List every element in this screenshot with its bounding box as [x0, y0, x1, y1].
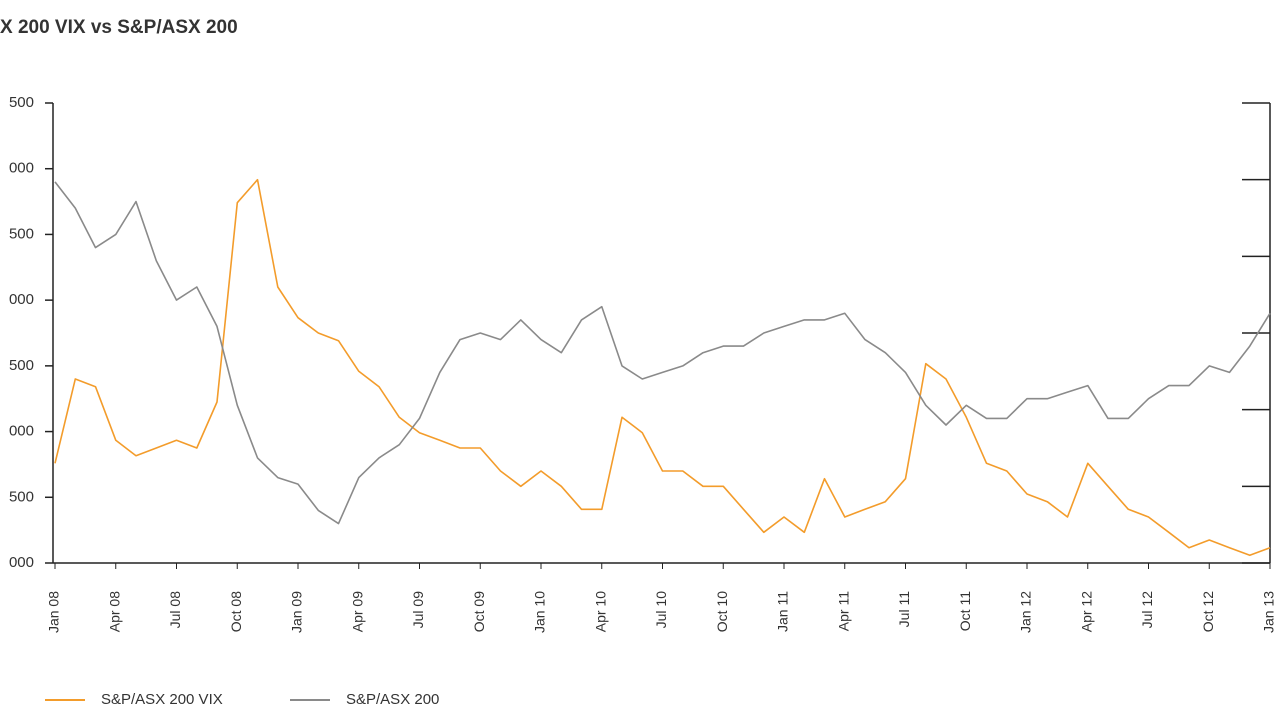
x-tick-label: Jul 09 — [410, 591, 426, 629]
x-tick-label: Jul 10 — [653, 591, 669, 629]
x-tick-label: Jul 11 — [896, 591, 912, 628]
x-tick-label: Apr 08 — [106, 591, 122, 632]
x-tick-label: Oct 12 — [1200, 591, 1216, 632]
series-line — [54, 178, 1271, 557]
y-tick-label: 000 — [9, 423, 34, 440]
y-tick-label: 500 — [9, 357, 34, 374]
x-tick-label: Jan 12 — [1018, 591, 1034, 633]
y-tick-label: 500 — [9, 94, 34, 111]
x-tick-label: Oct 08 — [228, 591, 244, 632]
x-tick-label: Apr 12 — [1078, 591, 1094, 632]
legend-label: S&P/ASX 200 — [346, 691, 439, 708]
x-tick-label: Jul 12 — [1139, 591, 1155, 629]
x-tick-label: Jan 10 — [532, 591, 548, 633]
y-tick-label: 000 — [9, 554, 34, 571]
y-tick-label: 500 — [9, 225, 34, 242]
x-tick-label: Apr 11 — [835, 591, 851, 631]
x-tick-label: Apr 10 — [592, 591, 608, 632]
x-tick-label: Jan 11 — [775, 591, 791, 632]
series-line — [54, 181, 1271, 525]
x-tick-label: Jan 09 — [289, 591, 305, 633]
x-tick-label: Jan 08 — [46, 591, 62, 633]
chart-title: X 200 VIX vs S&P/ASX 200 — [0, 17, 238, 38]
x-tick-label: Apr 09 — [349, 591, 365, 632]
x-tick-label: Jan 13 — [1261, 591, 1277, 633]
x-tick-label: Jul 08 — [167, 591, 183, 629]
legend-label: S&P/ASX 200 VIX — [101, 691, 223, 708]
y-tick-label: 500 — [9, 488, 34, 505]
x-tick-label: Oct 11 — [957, 591, 973, 631]
y-tick-label: 000 — [9, 291, 34, 308]
x-tick-label: Oct 09 — [471, 591, 487, 632]
y-tick-label: 000 — [9, 160, 34, 177]
x-tick-label: Oct 10 — [714, 591, 730, 632]
